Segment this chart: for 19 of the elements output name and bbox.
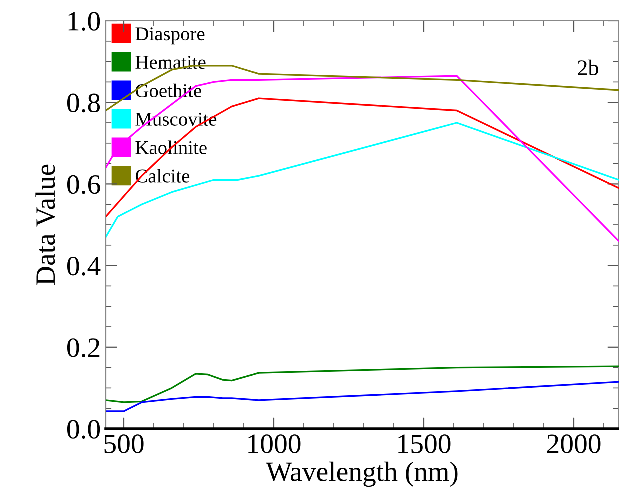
x-tick-label: 500: [104, 434, 144, 454]
y-tick-label: 0.4: [67, 256, 101, 276]
line-series: [106, 98, 619, 218]
y-tick-label: 0.8: [67, 94, 100, 113]
x-axis-title: Wavelength (nm): [266, 462, 458, 488]
line-series: [106, 75, 619, 242]
line-series: [106, 366, 619, 404]
y-tick-label: 0.2: [67, 338, 100, 358]
line-series: [106, 381, 619, 412]
legend-label: Hematite: [136, 56, 206, 70]
y-axis-title: Data Value: [36, 164, 56, 286]
y-tick-label: 1.0: [68, 12, 100, 32]
legend-label: Diaspore: [136, 28, 205, 45]
annotation: 2b: [578, 60, 598, 76]
x-tick-label: 2000: [547, 434, 601, 454]
x-tick-label: 1000: [248, 434, 301, 454]
x-tick-label: 1500: [398, 434, 451, 454]
y-tick-label: 0.0: [67, 420, 100, 440]
y-tick-label: 0.6: [67, 175, 100, 194]
